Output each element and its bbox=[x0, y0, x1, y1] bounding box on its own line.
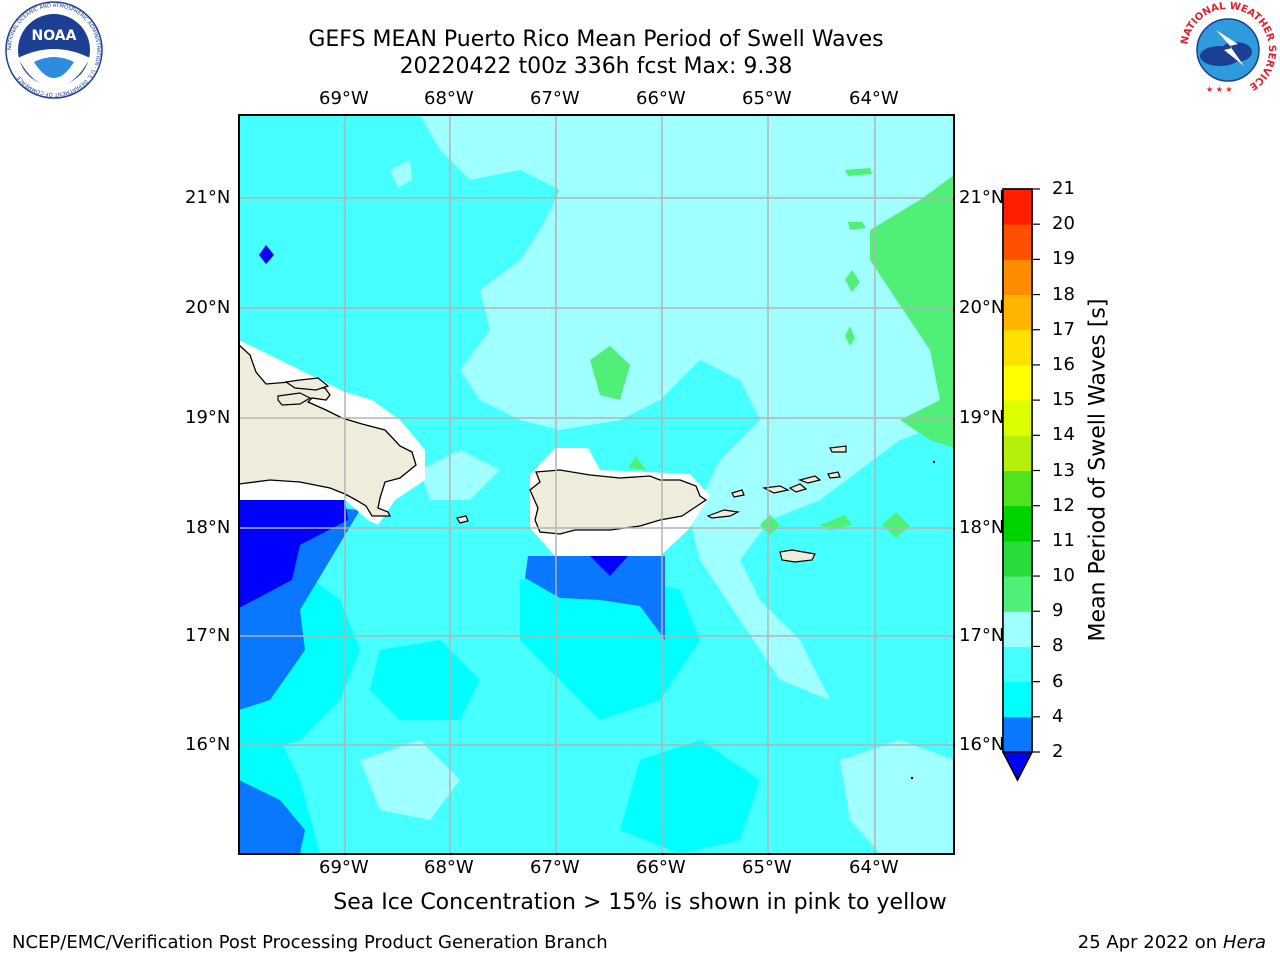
colorbar-tick-9: 9 bbox=[1052, 600, 1064, 622]
st-thomas-island bbox=[761, 485, 790, 494]
lat-label-left-21n: 21°N bbox=[185, 187, 231, 208]
lat-label-right-21n: 21°N bbox=[959, 187, 1005, 208]
lat-label-right-19n: 19°N bbox=[959, 407, 1005, 428]
vieques-island bbox=[706, 509, 740, 519]
colorbar-tick-19: 19 bbox=[1052, 248, 1075, 270]
virgin-gorda-island bbox=[827, 471, 841, 479]
lat-label-right-16n: 16°N bbox=[959, 734, 1005, 755]
lon-label-bottom-65w: 65°W bbox=[742, 857, 792, 878]
lon-label-top-69w: 69°W bbox=[319, 88, 369, 109]
colorbar-tick-11: 11 bbox=[1052, 529, 1075, 551]
run-date-text: 25 Apr 2022 on bbox=[1077, 932, 1223, 953]
lat-label-right-18n: 18°N bbox=[959, 517, 1005, 538]
lat-label-left-19n: 19°N bbox=[185, 407, 231, 428]
lon-label-bottom-66w: 66°W bbox=[636, 857, 686, 878]
nws-logo: NATIONAL WEATHER SERVICE ★ ★ ★ bbox=[1179, 1, 1277, 98]
credit-line: NCEP/EMC/Verification Post Processing Pr… bbox=[12, 932, 608, 953]
lon-label-top-64w: 64°W bbox=[849, 88, 899, 109]
gonave-coast bbox=[284, 377, 330, 391]
lat-label-right-20n: 20°N bbox=[959, 297, 1005, 318]
colorbar-tick-10: 10 bbox=[1052, 565, 1075, 587]
colorbar-title: Mean Period of Swell Waves [s] bbox=[1085, 298, 1111, 642]
lat-label-left-16n: 16°N bbox=[185, 734, 231, 755]
lat-label-left-18n: 18°N bbox=[185, 517, 231, 538]
tortuga-island bbox=[277, 392, 312, 406]
svg-text:★ ★ ★: ★ ★ ★ bbox=[1206, 85, 1233, 94]
lon-label-top-67w: 67°W bbox=[530, 88, 580, 109]
run-date: 25 Apr 2022 on Hera bbox=[1078, 932, 1266, 953]
colorbar-tick-21: 21 bbox=[1052, 178, 1075, 199]
map-title: GEFS MEAN Puerto Rico Mean Period of Swe… bbox=[308, 27, 884, 52]
machine-name: Hera bbox=[1222, 932, 1266, 953]
map-subtitle: 20220422 t00z 336h fcst Max: 9.38 bbox=[399, 54, 793, 79]
lon-label-top-68w: 68°W bbox=[424, 88, 474, 109]
lon-label-bottom-68w: 68°W bbox=[424, 857, 474, 878]
map-frame bbox=[238, 114, 955, 855]
tortola-island bbox=[798, 475, 822, 484]
lon-label-bottom-67w: 67°W bbox=[530, 857, 580, 878]
st-john-island bbox=[788, 483, 808, 493]
st-croix-island bbox=[779, 549, 816, 563]
lat-label-right-17n: 17°N bbox=[959, 625, 1005, 646]
mona-island bbox=[456, 515, 469, 524]
anegada-island bbox=[829, 445, 847, 453]
noaa-logo-text: NOAA bbox=[32, 28, 77, 44]
lon-label-bottom-64w: 64°W bbox=[849, 857, 899, 878]
colorbar-under-arrow bbox=[1001, 751, 1034, 782]
colorbar-tick-17: 17 bbox=[1052, 318, 1075, 340]
lon-label-top-65w: 65°W bbox=[742, 88, 792, 109]
lat-label-left-17n: 17°N bbox=[185, 625, 231, 646]
colorbar-tick-2: 2 bbox=[1052, 741, 1064, 762]
colorbar-tick-15: 15 bbox=[1052, 389, 1075, 411]
field-9-10 bbox=[590, 168, 954, 538]
noaa-logo: NOAA NATIONAL OCEANIC AND ATMOSPHERIC AD… bbox=[5, 1, 103, 99]
sea-ice-note: Sea Ice Concentration > 15% is shown in … bbox=[333, 890, 947, 915]
colorbar-tick-14: 14 bbox=[1052, 424, 1075, 446]
colorbar-tick-16: 16 bbox=[1052, 353, 1075, 375]
field-below-2 bbox=[239, 245, 628, 608]
lon-label-top-66w: 66°W bbox=[636, 88, 686, 109]
colorbar-frame bbox=[1002, 188, 1033, 753]
colorbar-tick-12: 12 bbox=[1052, 494, 1075, 516]
colorbar-tick-6: 6 bbox=[1052, 670, 1064, 692]
culebra-island bbox=[731, 489, 745, 498]
colorbar-tick-13: 13 bbox=[1052, 459, 1075, 481]
graticule bbox=[239, 115, 954, 854]
lon-label-bottom-69w: 69°W bbox=[319, 857, 369, 878]
colorbar-tick-20: 20 bbox=[1052, 213, 1075, 235]
field-8-9 bbox=[360, 115, 954, 854]
colorbar-tick-18: 18 bbox=[1052, 283, 1075, 305]
colorbar-tick-4: 4 bbox=[1052, 705, 1064, 727]
colorbar-tick-8: 8 bbox=[1052, 635, 1064, 657]
lat-label-left-20n: 20°N bbox=[185, 297, 231, 318]
